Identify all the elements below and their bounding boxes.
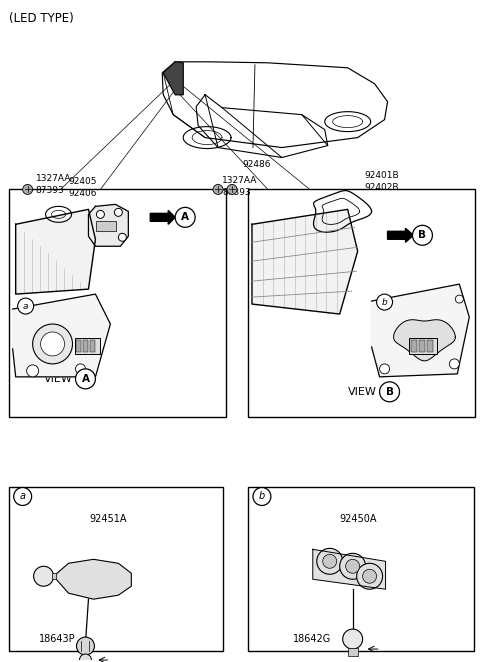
Circle shape <box>456 295 463 303</box>
Text: A: A <box>181 213 189 222</box>
Circle shape <box>340 553 366 579</box>
Circle shape <box>80 654 92 662</box>
Circle shape <box>96 211 105 218</box>
Circle shape <box>380 364 390 374</box>
Text: B: B <box>419 230 426 240</box>
Text: 1327AA
87393: 1327AA 87393 <box>222 177 257 197</box>
Polygon shape <box>313 549 385 589</box>
Circle shape <box>34 566 54 587</box>
Circle shape <box>362 569 377 583</box>
Circle shape <box>33 324 72 364</box>
Text: 92451A: 92451A <box>90 514 127 524</box>
Circle shape <box>41 332 64 356</box>
Polygon shape <box>54 559 132 599</box>
Circle shape <box>346 559 360 573</box>
Circle shape <box>227 185 237 195</box>
Text: 1327AA
87393: 1327AA 87393 <box>36 175 71 195</box>
Bar <box>74 338 100 354</box>
Circle shape <box>18 298 34 314</box>
Polygon shape <box>16 209 96 294</box>
Text: 92450A: 92450A <box>339 514 376 524</box>
Circle shape <box>317 548 343 574</box>
Bar <box>9 189 226 417</box>
Text: 18642G: 18642G <box>293 634 331 644</box>
Text: A: A <box>82 374 89 384</box>
Polygon shape <box>12 294 110 377</box>
Bar <box>248 487 474 651</box>
Circle shape <box>357 563 383 589</box>
Bar <box>411 340 418 352</box>
Bar <box>90 340 96 352</box>
Polygon shape <box>163 62 183 95</box>
Text: 18643P: 18643P <box>38 634 75 644</box>
Polygon shape <box>88 205 128 246</box>
Circle shape <box>75 369 96 389</box>
Text: (LED TYPE): (LED TYPE) <box>9 12 73 25</box>
Text: 92405
92406: 92405 92406 <box>69 177 97 197</box>
Polygon shape <box>387 228 413 242</box>
Bar <box>76 340 82 352</box>
Text: b: b <box>259 491 265 502</box>
Circle shape <box>119 233 126 241</box>
Circle shape <box>114 209 122 216</box>
Bar <box>9 487 223 651</box>
Circle shape <box>213 185 223 195</box>
Bar <box>348 648 358 656</box>
Text: 92401B
92402B: 92401B 92402B <box>365 171 399 191</box>
Circle shape <box>23 185 33 195</box>
Bar <box>409 338 437 354</box>
Circle shape <box>253 487 271 506</box>
Polygon shape <box>372 284 469 377</box>
Circle shape <box>449 359 459 369</box>
Circle shape <box>14 487 32 506</box>
Bar <box>248 189 475 417</box>
Bar <box>84 340 88 352</box>
Text: b: b <box>382 298 387 307</box>
Circle shape <box>412 225 432 245</box>
Circle shape <box>175 207 195 227</box>
Text: 92486: 92486 <box>242 160 271 169</box>
Polygon shape <box>51 573 56 579</box>
Polygon shape <box>394 320 456 361</box>
Text: B: B <box>385 387 394 397</box>
Circle shape <box>377 294 393 310</box>
Circle shape <box>75 364 85 374</box>
Polygon shape <box>252 209 358 314</box>
Bar <box>420 340 425 352</box>
Text: a: a <box>23 302 28 310</box>
Circle shape <box>380 382 399 402</box>
Bar <box>96 221 116 231</box>
Text: a: a <box>20 491 25 502</box>
Text: VIEW: VIEW <box>44 374 72 384</box>
Circle shape <box>27 365 38 377</box>
Text: VIEW: VIEW <box>348 387 376 397</box>
Circle shape <box>323 554 336 568</box>
Bar <box>427 340 433 352</box>
Circle shape <box>76 637 95 655</box>
Circle shape <box>343 629 362 649</box>
Polygon shape <box>150 211 175 224</box>
